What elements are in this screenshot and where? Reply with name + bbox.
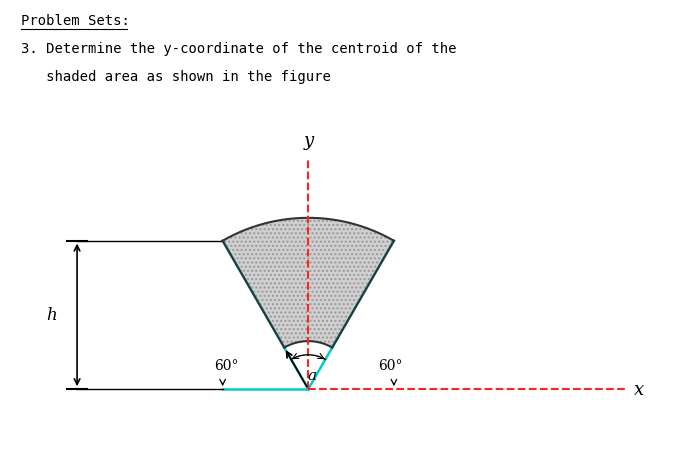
Text: y: y bbox=[303, 132, 313, 150]
Text: shaded area as shown in the figure: shaded area as shown in the figure bbox=[21, 69, 330, 83]
Text: 3. Determine the y-coordinate of the centroid of the: 3. Determine the y-coordinate of the cen… bbox=[21, 42, 456, 56]
Text: 60°: 60° bbox=[214, 358, 238, 372]
Text: h: h bbox=[46, 307, 56, 324]
Polygon shape bbox=[223, 219, 394, 348]
Text: a: a bbox=[307, 369, 316, 382]
Text: 60°: 60° bbox=[378, 358, 403, 372]
Text: Problem Sets:: Problem Sets: bbox=[21, 14, 129, 28]
Text: x: x bbox=[634, 380, 644, 398]
